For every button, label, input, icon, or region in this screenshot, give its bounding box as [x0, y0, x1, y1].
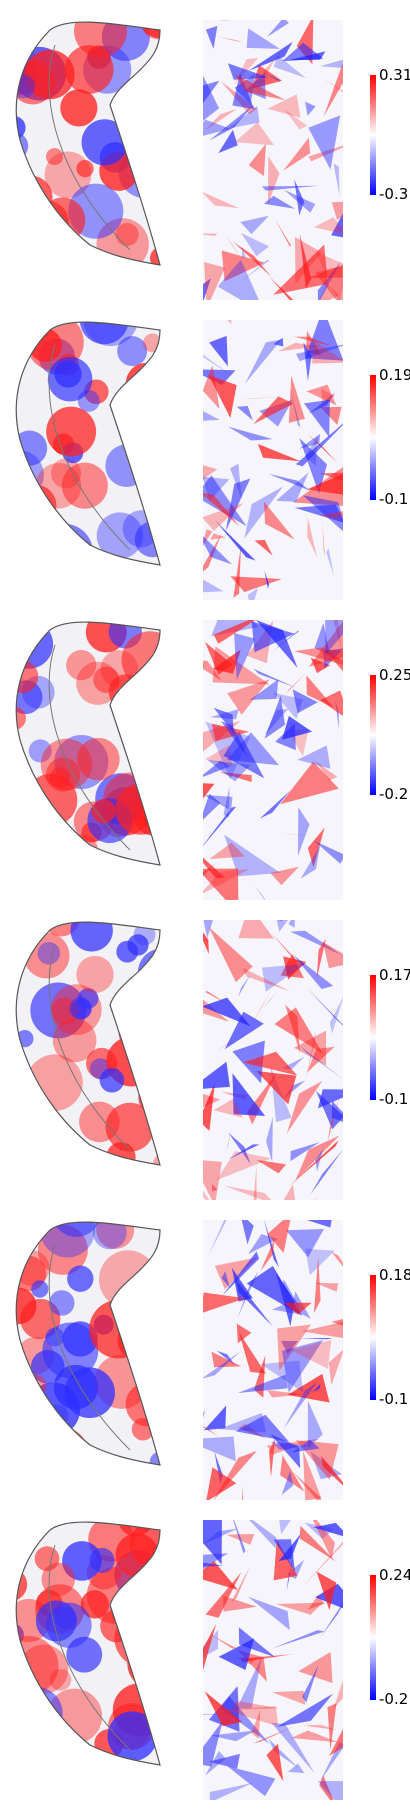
- colorbar: [370, 675, 376, 795]
- flat-map: [203, 20, 343, 300]
- colorbar-min-label: -0.1: [379, 492, 408, 507]
- flat-map: [203, 620, 343, 900]
- panel-row: 0.31 -0.3: [0, 10, 410, 310]
- panel-row: 0.18 -0.1: [0, 1210, 410, 1510]
- colorbar-max-label: 0.17: [379, 968, 410, 983]
- surface-render: [10, 610, 170, 870]
- colorbar-max-label: 0.24: [379, 1568, 410, 1583]
- colorbar-min-label: -0.2: [379, 787, 408, 802]
- panel-row: 0.19 -0.1: [0, 310, 410, 610]
- colorbar-max-label: 0.18: [379, 1268, 410, 1283]
- flat-map: [203, 320, 343, 600]
- flat-map: [203, 1520, 343, 1800]
- surface-render: [10, 310, 170, 570]
- colorbar-max-label: 0.25: [379, 668, 410, 683]
- colorbar: [370, 375, 376, 500]
- colorbar: [370, 1275, 376, 1400]
- flat-map: [203, 1220, 343, 1500]
- colorbar-min-label: -0.3: [379, 187, 408, 202]
- colorbar-max-label: 0.19: [379, 368, 410, 383]
- surface-render: [10, 1510, 170, 1770]
- colorbar: [370, 1575, 376, 1700]
- surface-render: [10, 910, 170, 1170]
- panel-row: 0.25 -0.2: [0, 610, 410, 910]
- colorbar-max-label: 0.31: [379, 68, 410, 83]
- surface-render: [10, 10, 170, 270]
- colorbar-min-label: -0.2: [379, 1692, 408, 1707]
- flat-map: [203, 920, 343, 1200]
- colorbar: [370, 75, 376, 195]
- colorbar: [370, 975, 376, 1100]
- panel-row: 0.17 -0.1: [0, 910, 410, 1210]
- panel-row: 0.24 -0.2: [0, 1510, 410, 1810]
- colorbar-min-label: -0.1: [379, 1092, 408, 1107]
- colorbar-min-label: -0.1: [379, 1392, 408, 1407]
- surface-render: [10, 1210, 170, 1470]
